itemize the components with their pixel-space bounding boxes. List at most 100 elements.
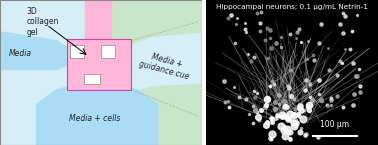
Point	[290, 121, 296, 123]
Point	[334, 74, 340, 76]
Point	[304, 106, 310, 109]
Point	[285, 85, 291, 87]
Point	[288, 95, 294, 97]
Point	[278, 36, 284, 38]
Point	[279, 114, 285, 117]
Point	[258, 108, 264, 111]
Point	[310, 54, 316, 56]
Point	[231, 41, 237, 44]
Point	[257, 22, 263, 25]
Point	[287, 33, 293, 35]
Point	[295, 113, 301, 116]
Point	[270, 118, 276, 120]
Point	[251, 89, 257, 92]
Point	[342, 48, 348, 50]
Point	[307, 96, 313, 98]
Point	[228, 13, 234, 16]
Text: Media +
guidance cue: Media + guidance cue	[138, 49, 193, 81]
Point	[271, 82, 277, 85]
Point	[291, 124, 297, 127]
Point	[231, 86, 237, 88]
Point	[311, 59, 317, 61]
Point	[267, 37, 273, 39]
Bar	[67, 39, 132, 90]
Point	[334, 95, 340, 97]
Point	[242, 28, 248, 30]
Point	[282, 105, 288, 108]
Point	[284, 128, 290, 130]
Point	[303, 79, 309, 82]
Point	[281, 106, 287, 108]
Point	[298, 41, 304, 43]
Text: 3D
collagen
gel: 3D collagen gel	[26, 7, 59, 37]
Point	[242, 22, 248, 24]
Point	[291, 98, 297, 101]
Point	[284, 106, 290, 108]
Bar	[101, 45, 115, 58]
Point	[254, 111, 260, 113]
Point	[225, 17, 231, 19]
Polygon shape	[0, 32, 71, 70]
Point	[304, 58, 310, 60]
Point	[234, 17, 240, 19]
Point	[291, 113, 297, 116]
Point	[233, 22, 239, 25]
Point	[357, 91, 363, 93]
Text: Media + cells: Media + cells	[69, 114, 121, 123]
Point	[294, 31, 301, 33]
Point	[282, 135, 288, 137]
Point	[271, 101, 277, 104]
Point	[347, 48, 353, 50]
Point	[292, 107, 298, 110]
Point	[278, 46, 284, 48]
Point	[276, 103, 282, 105]
Point	[293, 37, 299, 39]
Point	[243, 97, 249, 100]
Point	[291, 125, 297, 127]
Polygon shape	[111, 0, 202, 145]
Point	[302, 133, 308, 136]
Point	[273, 42, 279, 44]
Point	[225, 100, 231, 102]
Point	[279, 116, 285, 118]
Point	[246, 112, 252, 115]
Point	[268, 47, 274, 50]
Point	[274, 114, 280, 116]
Point	[245, 52, 251, 55]
Point	[286, 117, 292, 119]
Point	[286, 87, 292, 89]
Point	[327, 97, 333, 99]
Point	[281, 99, 287, 102]
Point	[356, 85, 363, 87]
Point	[318, 23, 324, 25]
Point	[285, 118, 291, 120]
Point	[281, 116, 287, 118]
Point	[268, 138, 274, 141]
Point	[226, 106, 232, 108]
Point	[355, 75, 361, 77]
Point	[266, 85, 273, 87]
Point	[258, 11, 264, 13]
Point	[256, 119, 262, 122]
Point	[257, 30, 263, 32]
Polygon shape	[85, 0, 111, 61]
Point	[356, 68, 362, 70]
Point	[340, 32, 346, 35]
Point	[283, 117, 289, 119]
Point	[297, 130, 303, 133]
Point	[269, 80, 275, 82]
Point	[262, 105, 268, 108]
Bar	[70, 45, 84, 58]
Point	[287, 131, 293, 133]
Text: Hippocampal neurons; 0.1 μg/mL Netrin-1: Hippocampal neurons; 0.1 μg/mL Netrin-1	[216, 4, 368, 10]
Point	[262, 39, 268, 41]
Point	[351, 93, 357, 95]
Point	[280, 125, 287, 127]
Point	[306, 109, 312, 111]
Point	[264, 97, 270, 100]
Point	[264, 27, 270, 29]
Point	[337, 59, 343, 62]
Point	[339, 62, 345, 64]
Point	[298, 109, 304, 111]
Point	[293, 123, 299, 125]
